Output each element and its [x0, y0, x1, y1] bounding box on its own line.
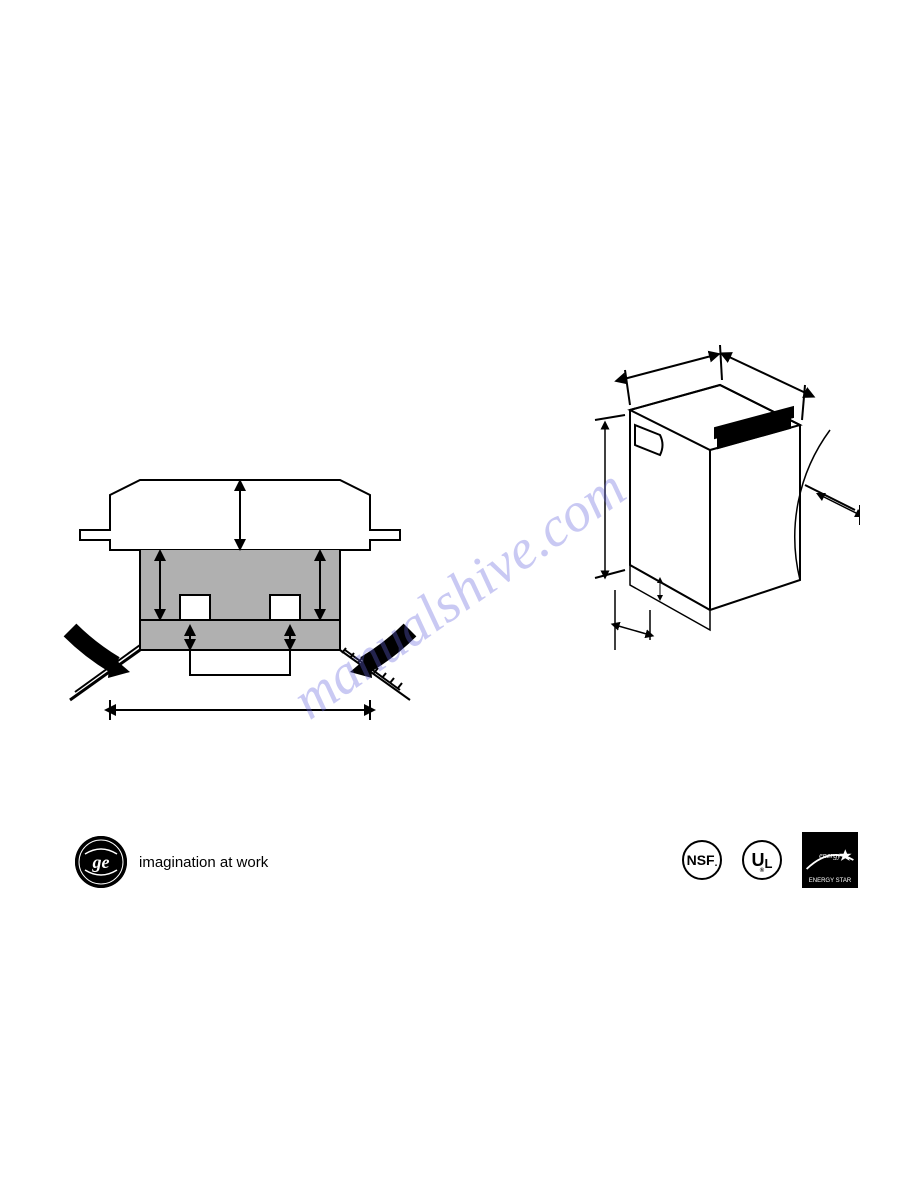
svg-text:ge: ge	[92, 852, 110, 872]
svg-text:energy: energy	[819, 851, 841, 860]
brand-tagline: imagination at work	[139, 854, 268, 871]
certifications-row: NSF. UL ® energy ENERGY STAR	[682, 832, 858, 888]
nsf-badge-icon: NSF.	[682, 840, 722, 880]
dishwasher-isometric-diagram	[520, 330, 860, 710]
page-container: manualshive.com	[0, 0, 918, 1188]
energy-star-label: ENERGY STAR	[809, 878, 851, 884]
ul-l-label: L	[765, 856, 773, 871]
nsf-label: NSF	[687, 852, 715, 868]
installation-diagram	[60, 450, 420, 750]
ge-logo-icon: ge	[75, 836, 127, 888]
ul-badge-icon: UL ®	[742, 840, 782, 880]
energy-star-badge-icon: energy ENERGY STAR	[802, 832, 858, 888]
brand-footer: ge imagination at work	[75, 836, 268, 888]
